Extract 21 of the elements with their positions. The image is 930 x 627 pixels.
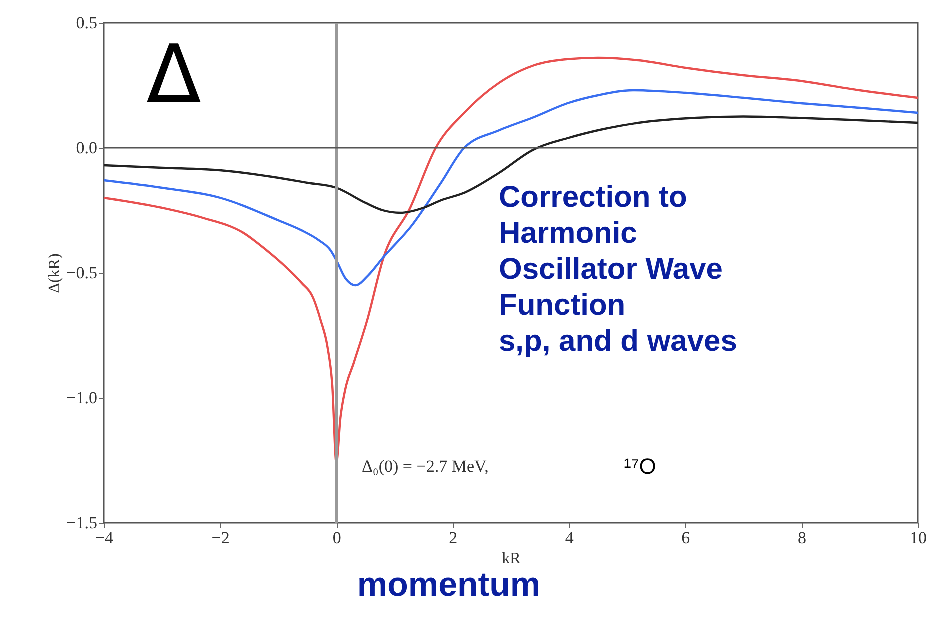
line-series <box>102 116 920 214</box>
text: momentum <box>357 566 541 604</box>
annotation: ¹⁷O <box>624 454 656 479</box>
annotation: Δ <box>146 28 202 121</box>
annotation: Δ₀(0) = −2.7 MeV, <box>362 457 489 476</box>
x-axis-title: kR <box>502 550 522 568</box>
y-tick-label: −1.0 <box>66 388 98 408</box>
y-tick-label: −0.5 <box>66 264 98 282</box>
y-tick-label: 0.5 <box>76 14 98 32</box>
x-tick-label: −2 <box>212 528 230 548</box>
x-tick-label: 2 <box>449 528 458 548</box>
y-tick-label: −1.5 <box>66 514 98 532</box>
x-tick-label: 10 <box>910 528 927 548</box>
x-tick-label: 4 <box>565 528 574 548</box>
x-tick-label: 0 <box>332 528 342 548</box>
y-axis-title: Δ(kR) <box>46 254 64 294</box>
y-tick-label: 0.0 <box>76 138 98 158</box>
x-tick-label: −4 <box>95 528 114 548</box>
x-tick-label: 8 <box>798 528 806 548</box>
annotation: Correction to Harmonic Oscillator Wave Function s,p, and d waves <box>499 181 738 358</box>
x-tick-label: 6 <box>682 528 690 548</box>
